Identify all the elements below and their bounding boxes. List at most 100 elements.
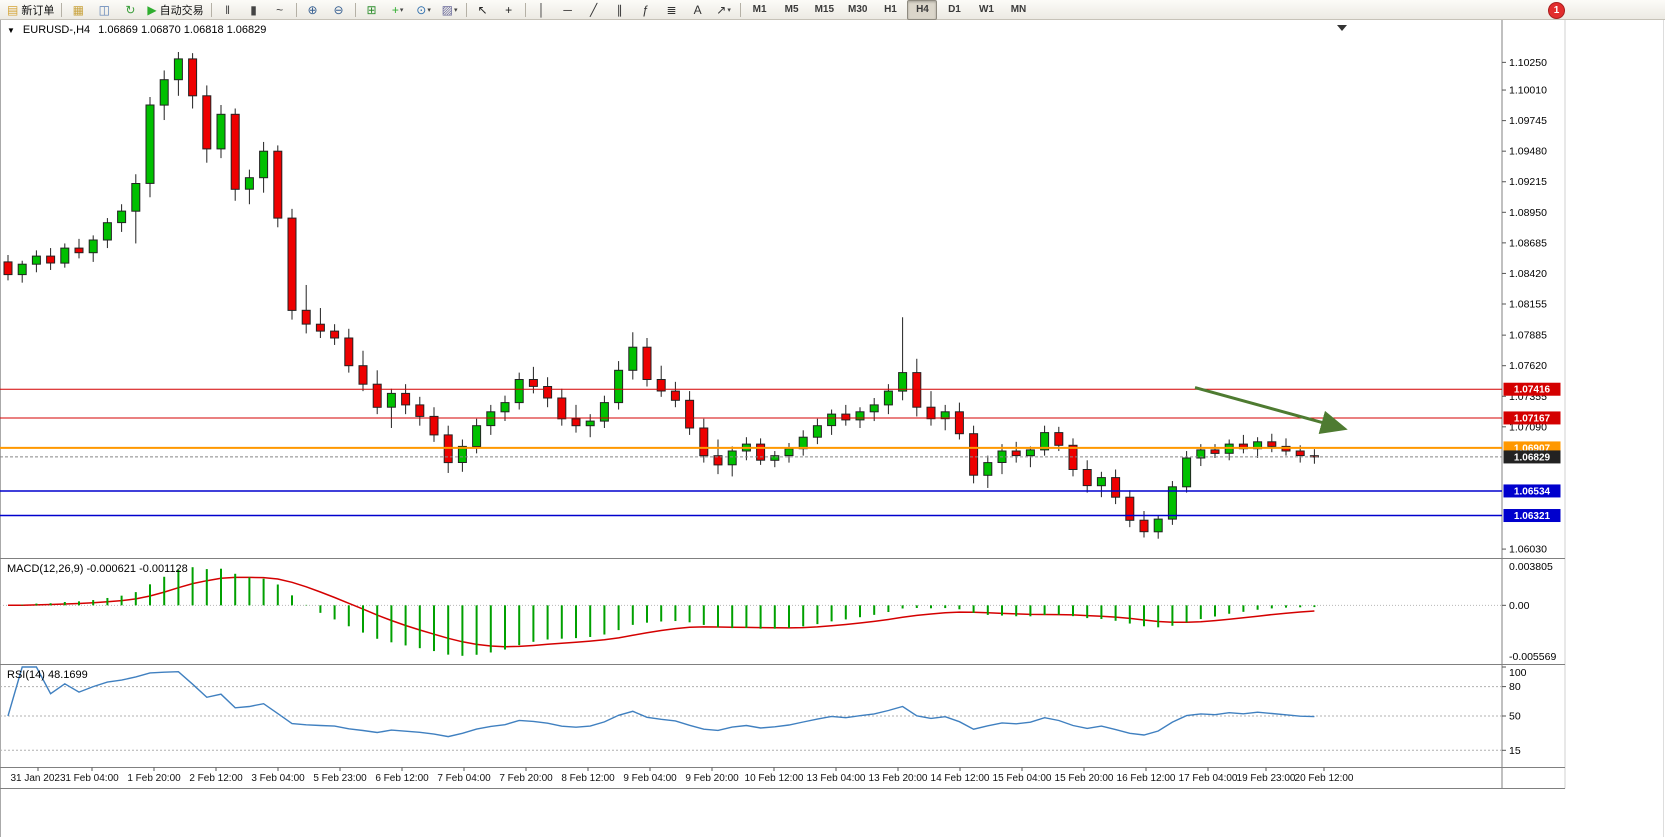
- trendline-button[interactable]: ╱: [582, 0, 606, 20]
- macd-pane: 0.003805 0.00 -0.005569: [0, 561, 1556, 663]
- templates-button[interactable]: ▨ ▾: [438, 0, 462, 20]
- tile-windows-button[interactable]: ⊞: [360, 0, 384, 20]
- svg-text:31 Jan 2023: 31 Jan 2023: [10, 773, 65, 784]
- price-axis[interactable]: 1.10250 1.10010 1.09745 1.09480 1.09215 1.089…: [1501, 20, 1566, 789]
- svg-text:2 Feb 12:00: 2 Feb 12:00: [189, 773, 243, 784]
- svg-text:8 Feb 12:00: 8 Feb 12:00: [561, 773, 615, 784]
- svg-text:3 Feb 04:00: 3 Feb 04:00: [251, 773, 305, 784]
- timeframe-m1-button[interactable]: M1: [752, 4, 767, 15]
- auto-trading-icon: ▶: [147, 2, 157, 17]
- macd-signal-line: [7, 576, 1315, 648]
- svg-text:1.06321: 1.06321: [1514, 511, 1551, 522]
- svg-text:1.08155: 1.08155: [1509, 298, 1547, 310]
- svg-text:17 Feb 04:00: 17 Feb 04:00: [1179, 773, 1238, 784]
- crosshair-button[interactable]: +: [497, 0, 521, 20]
- toolbar-separator: [210, 2, 212, 17]
- cursor-icon: ↖: [477, 2, 488, 17]
- timeframe-m5-button[interactable]: M5: [784, 4, 799, 15]
- line-chart-icon: ~: [276, 2, 284, 17]
- refresh-icon: ↻: [125, 2, 136, 17]
- toolbar-separator: [465, 2, 467, 17]
- channel-icon: ∥: [616, 2, 623, 17]
- rsi-pane: 100 80 50 15: [0, 666, 1527, 757]
- timeframe-m15-button[interactable]: M15: [814, 4, 835, 15]
- current-price-line: 1.06829: [0, 450, 1561, 464]
- timeframes-dropdown-button[interactable]: ⊙ ▾: [412, 0, 436, 20]
- timeframe-w1-button[interactable]: W1: [978, 4, 994, 15]
- svg-text:15 Feb 04:00: 15 Feb 04:00: [993, 773, 1052, 784]
- svg-text:1.09480: 1.09480: [1509, 146, 1547, 158]
- svg-text:1.09745: 1.09745: [1509, 115, 1547, 127]
- levels-icon: ≣: [666, 2, 677, 17]
- timeframe-h4-button[interactable]: H4: [907, 0, 938, 20]
- svg-text:1.06534: 1.06534: [1514, 486, 1551, 497]
- refresh-button[interactable]: ↻: [118, 0, 142, 20]
- text-icon: A: [693, 2, 702, 17]
- timeframe-h1-button[interactable]: H1: [884, 4, 897, 15]
- macd-indicator-label: MACD(12,26,9) -0.000621 -0.001128: [7, 563, 188, 575]
- levels-button[interactable]: ≣: [660, 0, 684, 20]
- trend-arrow[interactable]: [1194, 386, 1348, 434]
- svg-text:1.07885: 1.07885: [1509, 330, 1547, 342]
- svg-text:6 Feb 12:00: 6 Feb 12:00: [375, 773, 429, 784]
- vertical-line-button[interactable]: │: [530, 0, 554, 20]
- arrows-button[interactable]: ↗ ▾: [712, 0, 736, 20]
- charts-button[interactable]: ▦: [66, 0, 90, 20]
- horizontal-line-button[interactable]: ─: [556, 0, 580, 20]
- bar-chart-button[interactable]: ‖: [216, 0, 240, 20]
- svg-text:1.09215: 1.09215: [1509, 176, 1547, 188]
- svg-text:1.07620: 1.07620: [1509, 360, 1547, 372]
- indicators-button[interactable]: + ▾: [386, 0, 410, 20]
- arrows-icon: ↗: [716, 2, 727, 17]
- zoom-out-button[interactable]: ⊖: [327, 0, 351, 20]
- timeframe-m30-button[interactable]: M30: [848, 4, 868, 15]
- horizontal-lines[interactable]: 1.07416 1.07167 1.06907 1.06534 1.06321: [0, 382, 1561, 522]
- svg-text:80: 80: [1509, 681, 1521, 693]
- svg-text:15: 15: [1509, 745, 1521, 757]
- caret-down-icon: ▾: [453, 6, 458, 14]
- timeframe-d1-button[interactable]: D1: [948, 4, 961, 15]
- vertical-line-icon: │: [537, 2, 546, 17]
- svg-text:-0.005569: -0.005569: [1509, 651, 1556, 663]
- pane-separators: [0, 558, 1565, 789]
- indicators-icon: +: [391, 2, 399, 17]
- svg-text:1.10010: 1.10010: [1509, 85, 1547, 97]
- svg-text:1.07416: 1.07416: [1514, 385, 1551, 396]
- auto-trading-button[interactable]: ▶ 自动交易: [144, 0, 206, 20]
- timeframes-dropdown-icon: ⊙: [416, 2, 427, 17]
- svg-text:50: 50: [1509, 711, 1521, 723]
- text-button[interactable]: A: [686, 0, 710, 20]
- symbol-dropdown-icon[interactable]: ▼: [7, 25, 15, 35]
- fibonacci-button[interactable]: ƒ: [634, 0, 658, 20]
- toolbar-separator: [739, 2, 741, 17]
- svg-text:9 Feb 20:00: 9 Feb 20:00: [685, 773, 739, 784]
- macd-histogram: [21, 567, 1316, 656]
- chart-ohlc-values: 1.06869 1.06870 1.06818 1.06829: [98, 24, 267, 36]
- channel-button[interactable]: ∥: [608, 0, 632, 20]
- profiles-button[interactable]: ◫: [92, 0, 116, 20]
- rsi-line: [7, 666, 1315, 738]
- svg-text:1.06829: 1.06829: [1514, 452, 1551, 463]
- timeframe-mn-button[interactable]: MN: [1010, 4, 1027, 15]
- profiles-icon: ◫: [98, 2, 111, 17]
- cursor-button[interactable]: ↖: [471, 0, 495, 20]
- new-order-button[interactable]: ▤ 新订单: [4, 0, 57, 20]
- svg-text:7 Feb 04:00: 7 Feb 04:00: [437, 773, 491, 784]
- toolbar-separator: [61, 2, 63, 17]
- svg-text:0.00: 0.00: [1509, 600, 1530, 612]
- notification-badge[interactable]: 1: [1548, 2, 1565, 19]
- svg-text:1.08420: 1.08420: [1509, 268, 1547, 280]
- time-axis[interactable]: 31 Jan 2023 1 Feb 04:00 1 Feb 20:00 2 Feb 1…: [10, 767, 1354, 785]
- chart-shift-marker[interactable]: [1337, 25, 1347, 31]
- svg-text:1.08950: 1.08950: [1509, 207, 1547, 219]
- svg-text:1.08685: 1.08685: [1509, 237, 1547, 249]
- toolbar-separator: [354, 2, 356, 17]
- zoom-in-button[interactable]: ⊕: [301, 0, 325, 20]
- svg-text:0.003805: 0.003805: [1509, 561, 1553, 573]
- candles-layer[interactable]: [3, 51, 1319, 539]
- line-chart-button[interactable]: ~: [268, 0, 292, 20]
- svg-text:9 Feb 04:00: 9 Feb 04:00: [623, 773, 677, 784]
- candlestick-chart-button[interactable]: ▮: [242, 0, 266, 20]
- caret-down-icon: ▾: [399, 6, 404, 14]
